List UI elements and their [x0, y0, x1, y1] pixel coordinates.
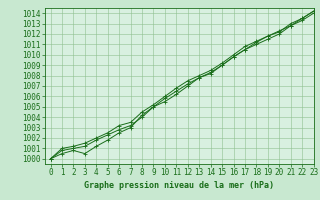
X-axis label: Graphe pression niveau de la mer (hPa): Graphe pression niveau de la mer (hPa)	[84, 181, 274, 190]
